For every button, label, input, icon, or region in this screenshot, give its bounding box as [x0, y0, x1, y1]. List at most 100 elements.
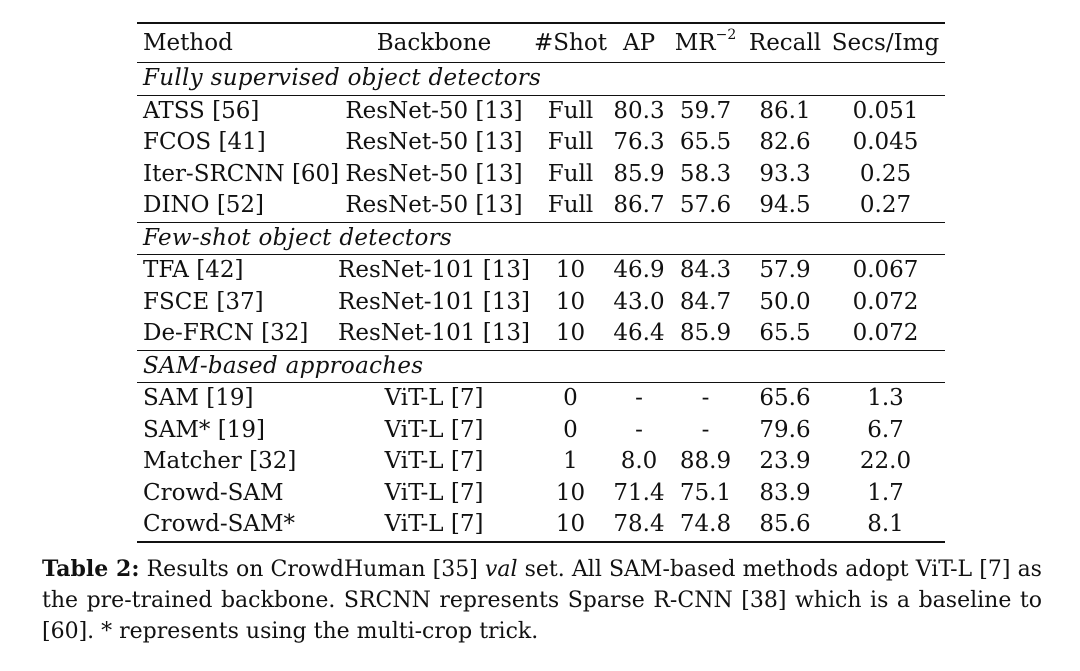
- section-title: Few-shot object detectors: [137, 221, 945, 255]
- table-row: Matcher [32] ViT-L [7] 1 8.0 88.9 23.9 22.0: [137, 446, 945, 478]
- cell-recall: 82.6: [759, 129, 811, 155]
- cell-backbone: ResNet-101 [13]: [338, 288, 530, 315]
- cell-ap: 43.0: [613, 288, 665, 315]
- cell-secs: 0.051: [826, 94, 945, 127]
- cell-mr: 75.1: [679, 479, 732, 506]
- cell-secs: 0.072: [852, 320, 919, 346]
- header-mr-superscript: −2: [715, 27, 737, 44]
- section-row: Fully supervised object detectors: [137, 62, 945, 95]
- cell-recall: 65.5: [759, 320, 811, 346]
- cell-mr: 58.3: [679, 160, 732, 187]
- cell-backbone: ResNet-101 [13]: [338, 320, 530, 346]
- table-row: FCOS [41] ResNet-50 [13] Full 76.3 65.5 82.6 0…: [137, 127, 945, 159]
- header-mr-base: MR: [674, 30, 716, 56]
- cell-mr: 84.7: [679, 288, 732, 315]
- caption-text-before: Results on CrowdHuman [35]: [139, 557, 485, 582]
- cell-shot: 0: [530, 382, 611, 415]
- cell-recall: 79.6: [759, 416, 811, 443]
- cell-shot: 10: [530, 254, 611, 287]
- header-mr: MR−2: [667, 24, 744, 63]
- cell-secs: 0.25: [859, 160, 912, 187]
- cell-recall: 85.6: [759, 511, 811, 537]
- cell-mr: 65.5: [679, 129, 732, 155]
- cell-backbone: ViT-L [7]: [384, 448, 484, 474]
- cell-backbone: ResNet-50 [13]: [345, 192, 523, 218]
- table-row: ATSS [56] ResNet-50 [13] Full 80.3 59.7 86.1 0…: [137, 94, 945, 127]
- cell-backbone: ResNet-50 [13]: [345, 129, 523, 155]
- cell-secs: 1.3: [826, 382, 945, 415]
- cell-ap: 46.4: [613, 320, 665, 346]
- cell-recall: 86.1: [744, 94, 826, 127]
- cell-ap: 86.7: [613, 192, 665, 218]
- cell-method: FCOS [41]: [143, 129, 266, 155]
- cell-shot: Full: [547, 192, 594, 218]
- cell-secs: 6.7: [867, 416, 904, 443]
- cell-method: Matcher [32]: [143, 448, 297, 474]
- cell-mr: 88.9: [679, 448, 732, 474]
- cell-secs: 0.27: [859, 192, 912, 218]
- cell-backbone: ViT-L [7]: [384, 479, 484, 506]
- cell-method: SAM [19]: [137, 382, 338, 415]
- cell-backbone: ViT-L [7]: [384, 416, 484, 443]
- table-row: Crowd-SAM ViT-L [7] 10 71.4 75.1 83.9 1.7: [137, 478, 945, 510]
- header-secs: Secs/Img: [831, 30, 940, 56]
- cell-secs: 0.045: [852, 129, 919, 155]
- cell-mr: 84.3: [667, 254, 744, 287]
- cell-method: Crowd-SAM: [143, 479, 284, 506]
- cell-shot: 10: [555, 288, 586, 315]
- header-ap: AP: [622, 30, 656, 56]
- cell-ap: -: [635, 416, 643, 443]
- cell-ap: 80.3: [611, 94, 667, 127]
- cell-mr: 74.8: [679, 511, 732, 537]
- results-table-grid: Method Backbone #Shot AP MR−2 Recall Sec…: [137, 24, 945, 541]
- table-body: Fully supervised object detectors ATSS [5…: [137, 62, 945, 541]
- section-title: Fully supervised object detectors: [137, 62, 945, 95]
- section-title: SAM-based approaches: [137, 349, 945, 383]
- cell-shot: 1: [563, 448, 578, 474]
- table-row: Crowd-SAM* ViT-L [7] 10 78.4 74.8 85.6 8.1: [137, 509, 945, 541]
- cell-shot: 10: [555, 320, 586, 346]
- cell-secs: 22.0: [859, 448, 912, 474]
- cell-method: Crowd-SAM*: [143, 511, 296, 537]
- results-table: Method Backbone #Shot AP MR−2 Recall Sec…: [137, 22, 945, 543]
- cell-ap: 46.9: [611, 254, 667, 287]
- cell-method: ATSS [56]: [137, 94, 338, 127]
- cell-shot: Full: [547, 160, 594, 187]
- cell-secs: 0.067: [826, 254, 945, 287]
- cell-ap: 8.0: [620, 448, 658, 474]
- top-rule: [137, 22, 945, 24]
- cell-secs: 8.1: [867, 511, 904, 537]
- header-method: Method: [143, 30, 233, 56]
- cell-method: DINO [52]: [143, 192, 265, 218]
- cell-method: FSCE [37]: [143, 288, 264, 315]
- header-shot: #Shot: [534, 30, 607, 56]
- table-row: Iter-SRCNN [60] ResNet-50 [13] Full 85.9 58.…: [137, 159, 945, 191]
- table-row: TFA [42] ResNet-101 [13] 10 46.9 84.3 57.9 0.0…: [137, 254, 945, 287]
- header-recall: Recall: [748, 30, 822, 56]
- cell-shot: Full: [530, 94, 611, 127]
- cell-backbone: ViT-L [7]: [338, 382, 530, 415]
- cell-shot: Full: [547, 129, 594, 155]
- section-row: Few-shot object detectors: [137, 221, 945, 255]
- caption-label: Table 2:: [42, 556, 140, 582]
- header-backbone: Backbone: [376, 30, 492, 56]
- caption-italic: val: [484, 557, 518, 582]
- table-row: SAM* [19] ViT-L [7] 0 - - 79.6 6.7: [137, 415, 945, 447]
- cell-ap: 71.4: [613, 479, 665, 506]
- cell-backbone: ResNet-101 [13]: [338, 254, 530, 287]
- cell-shot: 10: [555, 511, 586, 537]
- cell-method: De-FRCN [32]: [143, 320, 309, 346]
- section-row: SAM-based approaches: [137, 349, 945, 383]
- cell-mr: -: [667, 382, 744, 415]
- cell-recall: 93.3: [759, 160, 811, 187]
- cell-method: TFA [42]: [137, 254, 338, 287]
- cell-ap: -: [611, 382, 667, 415]
- cell-recall: 23.9: [759, 448, 811, 474]
- table-row: FSCE [37] ResNet-101 [13] 10 43.0 84.7 50.0 0.…: [137, 287, 945, 319]
- cell-mr: 85.9: [679, 320, 732, 346]
- cell-backbone: ResNet-50 [13]: [345, 160, 523, 187]
- table-row: De-FRCN [32] ResNet-101 [13] 10 46.4 85.9 65.…: [137, 318, 945, 350]
- cell-recall: 94.5: [759, 192, 811, 218]
- cell-mr: -: [701, 416, 710, 443]
- cell-recall: 65.6: [744, 382, 826, 415]
